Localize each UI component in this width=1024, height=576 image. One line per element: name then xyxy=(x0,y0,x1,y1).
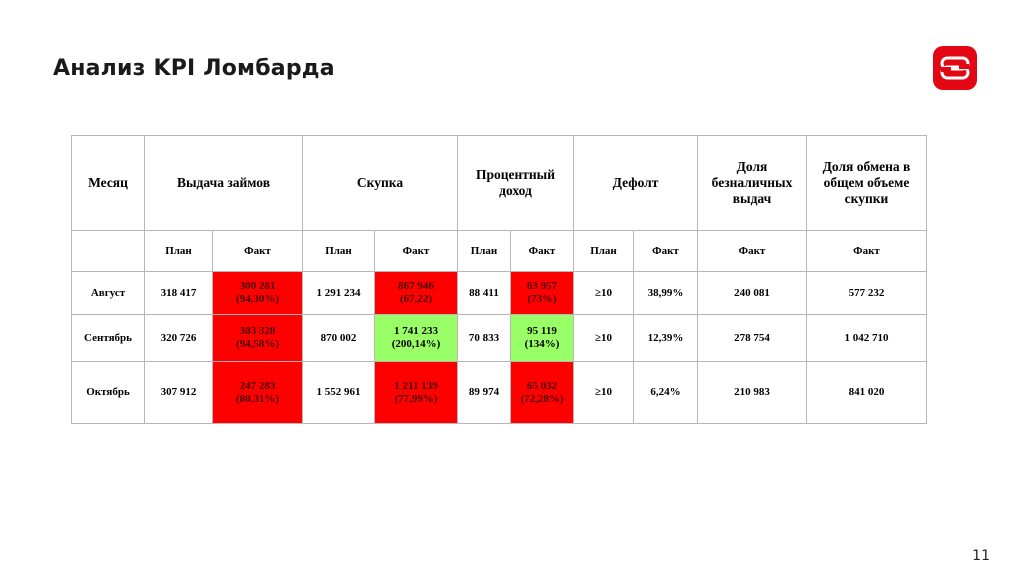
cell-interest-plan: 70 833 xyxy=(457,314,511,362)
subheader-plan: План xyxy=(144,230,213,272)
cell-loans-plan: 318 417 xyxy=(144,271,213,315)
cell-buyup-fact: 1 211 139 (77,99%) xyxy=(374,361,458,424)
cell-buyup-fact: 1 741 233 (200,14%) xyxy=(374,314,458,362)
subheader-fact: Факт xyxy=(697,230,807,272)
cell-interest-fact: 63 957 (73%) xyxy=(510,271,574,315)
header-buyup: Скупка xyxy=(302,135,458,231)
subheader-fact: Факт xyxy=(212,230,303,272)
cell-cashless-fact: 210 983 xyxy=(697,361,807,424)
cell-default-fact: 12,39% xyxy=(633,314,698,362)
s-logo-icon xyxy=(933,46,977,90)
subheader-fact: Факт xyxy=(374,230,458,272)
subheader-fact: Факт xyxy=(510,230,574,272)
header-row: Месяц Выдача займов Скупка Процентный до… xyxy=(71,135,927,231)
cell-loans-fact: 303 328 (94,58%) xyxy=(212,314,303,362)
cell-default-fact: 38,99% xyxy=(633,271,698,315)
cell-buyup-fact: 867 946 (67,22) xyxy=(374,271,458,315)
cell-exchange-fact: 841 020 xyxy=(806,361,927,424)
cell-interest-fact: 65 032 (72,28%) xyxy=(510,361,574,424)
cell-default-plan: ≥10 xyxy=(573,361,634,424)
cell-buyup-plan: 1 291 234 xyxy=(302,271,375,315)
cell-month: Август xyxy=(71,271,145,315)
table-row: Октябрь 307 912 247 283 (80,31%) 1 552 96… xyxy=(71,361,927,424)
cell-default-fact: 6,24% xyxy=(633,361,698,424)
subheader-fact: Факт xyxy=(633,230,698,272)
cell-month: Октябрь xyxy=(71,361,145,424)
subheader-plan: План xyxy=(573,230,634,272)
cell-loans-fact: 247 283 (80,31%) xyxy=(212,361,303,424)
cell-month: Сентябрь xyxy=(71,314,145,362)
table-row: Сентябрь 320 726 303 328 (94,58%) 870 002… xyxy=(71,314,927,362)
header-loans: Выдача займов xyxy=(144,135,303,231)
cell-cashless-fact: 278 754 xyxy=(697,314,807,362)
subheader-plan: План xyxy=(457,230,511,272)
header-month: Месяц xyxy=(71,135,145,231)
table-row: Август 318 417 300 281 (94,30%) 1 291 234… xyxy=(71,271,927,315)
cell-loans-plan: 320 726 xyxy=(144,314,213,362)
page-number: 11 xyxy=(972,548,990,564)
subheader-empty xyxy=(71,230,145,272)
cell-buyup-plan: 1 552 961 xyxy=(302,361,375,424)
kpi-table: Месяц Выдача займов Скупка Процентный до… xyxy=(71,135,927,424)
cell-cashless-fact: 240 081 xyxy=(697,271,807,315)
header-default: Дефолт xyxy=(573,135,698,231)
cell-exchange-fact: 577 232 xyxy=(806,271,927,315)
subheader-plan: План xyxy=(302,230,375,272)
header-exchange: Доля обмена в общем объеме скупки xyxy=(806,135,927,231)
slide-title: Анализ KPI Ломбарда xyxy=(53,56,335,81)
cell-buyup-plan: 870 002 xyxy=(302,314,375,362)
cell-default-plan: ≥10 xyxy=(573,314,634,362)
cell-exchange-fact: 1 042 710 xyxy=(806,314,927,362)
cell-loans-fact: 300 281 (94,30%) xyxy=(212,271,303,315)
cell-interest-fact: 95 119 (134%) xyxy=(510,314,574,362)
header-cashless: Доля безналичных выдач xyxy=(697,135,807,231)
cell-interest-plan: 89 974 xyxy=(457,361,511,424)
subheader-row: План Факт План Факт План Факт План Факт … xyxy=(71,230,927,272)
cell-interest-plan: 88 411 xyxy=(457,271,511,315)
subheader-fact: Факт xyxy=(806,230,927,272)
cell-loans-plan: 307 912 xyxy=(144,361,213,424)
cell-default-plan: ≥10 xyxy=(573,271,634,315)
header-interest: Процентный доход xyxy=(457,135,574,231)
